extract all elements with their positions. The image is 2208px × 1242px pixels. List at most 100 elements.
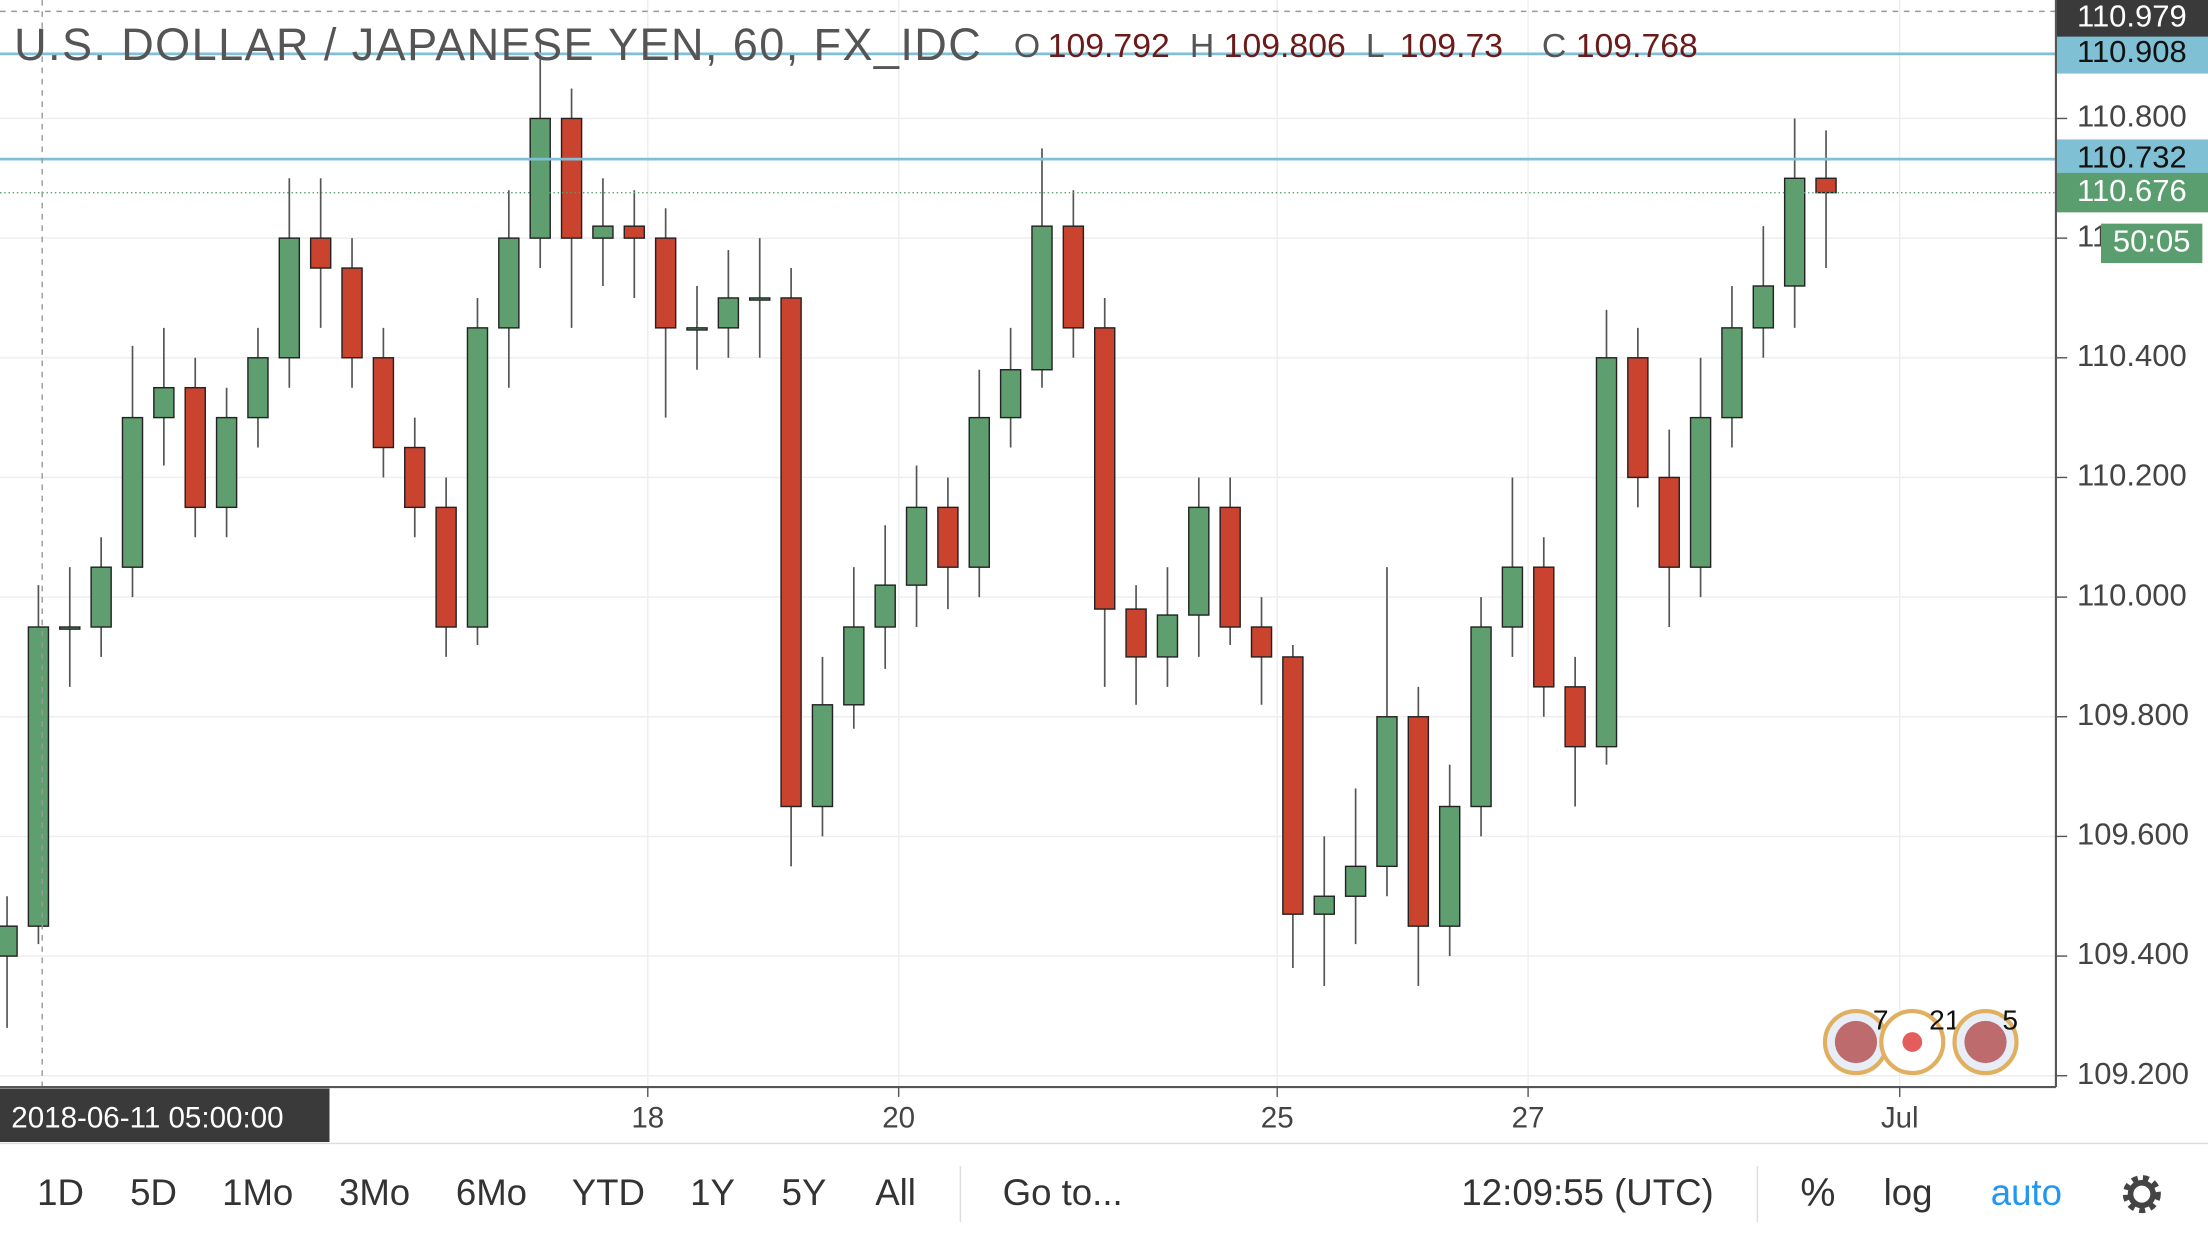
- candle-body: [278, 237, 301, 359]
- candle-body: [1093, 327, 1116, 610]
- candle-body: [309, 237, 332, 269]
- candle-body: [1721, 327, 1743, 419]
- candle-body: [592, 225, 614, 239]
- candle-body: [1564, 686, 1586, 748]
- candle-body: [843, 626, 865, 706]
- candle-body: [372, 357, 395, 449]
- candle-body: [27, 626, 50, 927]
- candle-body: [215, 416, 238, 509]
- gear-teeth: [2122, 1175, 2161, 1214]
- candle-body: [1031, 225, 1053, 371]
- candle-body: [1188, 506, 1210, 616]
- candle-body: [184, 386, 206, 509]
- crosshair-price-bg: [2055, 0, 2208, 37]
- candle-body: [1282, 656, 1304, 915]
- candle-body: [529, 117, 551, 239]
- crosshair-time: 2018-06-11 05:00:00: [11, 1101, 283, 1134]
- range-button[interactable]: 5D: [130, 1172, 177, 1213]
- range-button[interactable]: 1D: [37, 1172, 84, 1213]
- range-button[interactable]: All: [875, 1172, 916, 1213]
- candle-body: [811, 704, 834, 808]
- range-button[interactable]: 1Mo: [222, 1172, 293, 1213]
- event-count: 5: [2002, 1005, 2018, 1036]
- last-price-label: 110.676: [2077, 173, 2187, 208]
- candle-body: [341, 267, 363, 359]
- gear-ring: [2127, 1180, 2156, 1209]
- candle-body: [435, 506, 457, 628]
- clock: 12:09:55 (UTC): [1461, 1172, 1713, 1213]
- percent-button[interactable]: %: [1800, 1171, 1835, 1215]
- candle-body: [1752, 285, 1775, 329]
- candle-body: [466, 327, 489, 628]
- candle-body: [153, 386, 175, 419]
- candle-body: [1783, 177, 1806, 287]
- candle-body: [498, 237, 520, 329]
- range-button[interactable]: YTD: [572, 1172, 645, 1213]
- candle-body: [1470, 626, 1492, 808]
- auto-button[interactable]: auto: [1991, 1172, 2062, 1213]
- x-tick-label: 27: [1512, 1101, 1545, 1134]
- crosshair-price: 110.979: [2077, 0, 2187, 33]
- x-tick-label: 18: [631, 1101, 664, 1134]
- candle-body: [1219, 506, 1241, 628]
- candle-body: [654, 237, 677, 329]
- candle-body: [1438, 805, 1461, 927]
- range-button[interactable]: 1Y: [690, 1172, 735, 1213]
- candle-body: [1689, 416, 1712, 568]
- candle-body: [968, 416, 991, 568]
- candle-body: [1658, 476, 1680, 568]
- y-tick-label: 109.600: [2077, 817, 2189, 852]
- candle-body: [1533, 566, 1555, 688]
- y-tick-label: 110.800: [2077, 99, 2187, 134]
- countdown-bg: [2100, 223, 2203, 264]
- ohlc-label: C: [1542, 27, 1566, 65]
- y-tick-label: 109.400: [2077, 936, 2189, 971]
- price-line-label-bg: [2055, 139, 2208, 179]
- last-price-bg: [2055, 172, 2208, 213]
- candle-body: [1344, 865, 1367, 897]
- candle-body: [1062, 225, 1085, 329]
- candle-body: [1250, 626, 1273, 658]
- candle-body: [1407, 716, 1430, 927]
- event-flag: [1964, 1020, 2007, 1064]
- candle-body: [1376, 716, 1398, 868]
- chart-title: U.S. DOLLAR / JAPANESE YEN, 60, FX_IDC: [14, 19, 982, 70]
- candle-body: [717, 297, 740, 329]
- crosshair-time-bg: [0, 1088, 330, 1143]
- price-line-label: 110.908: [2077, 34, 2187, 69]
- y-tick-label: 110.200: [2077, 458, 2187, 493]
- settings-button[interactable]: [2122, 1175, 2161, 1214]
- range-button[interactable]: 6Mo: [456, 1172, 527, 1213]
- y-tick-label: 109.800: [2077, 697, 2189, 732]
- range-button[interactable]: 3Mo: [339, 1172, 410, 1213]
- log-button[interactable]: log: [1884, 1172, 1933, 1213]
- ohlc-value: 109.806: [1224, 27, 1346, 65]
- candle-body: [1815, 177, 1837, 194]
- ohlc-label: O: [1014, 27, 1040, 65]
- event-flag: [1834, 1020, 1878, 1064]
- y-tick-label: 109.200: [2077, 1056, 2189, 1091]
- event-flag: [1902, 1032, 1923, 1052]
- price-line-label: 110.732: [2077, 139, 2187, 174]
- range-button[interactable]: 5Y: [782, 1172, 827, 1213]
- x-tick-label: Jul: [1881, 1101, 1919, 1134]
- candle-body: [748, 297, 771, 301]
- candle-body: [686, 327, 708, 331]
- countdown: 50:05: [2113, 224, 2191, 259]
- candle-body: [247, 357, 269, 419]
- candle-body: [780, 297, 802, 808]
- ohlc-value: 109.792: [1048, 27, 1170, 65]
- candle-body: [1125, 608, 1147, 658]
- y-tick-label: 110.400: [2077, 338, 2187, 373]
- goto-button[interactable]: Go to...: [1003, 1172, 1123, 1213]
- candle-body: [1501, 566, 1524, 628]
- candle-body: [999, 369, 1022, 419]
- ohlc-label: L: [1366, 27, 1385, 65]
- candle-body: [874, 584, 896, 628]
- candle-body: [59, 626, 81, 630]
- candle-body: [560, 117, 583, 239]
- candle-body: [121, 416, 144, 568]
- ohlc-value: 109.768: [1576, 27, 1698, 65]
- ohlc-label: H: [1190, 27, 1214, 65]
